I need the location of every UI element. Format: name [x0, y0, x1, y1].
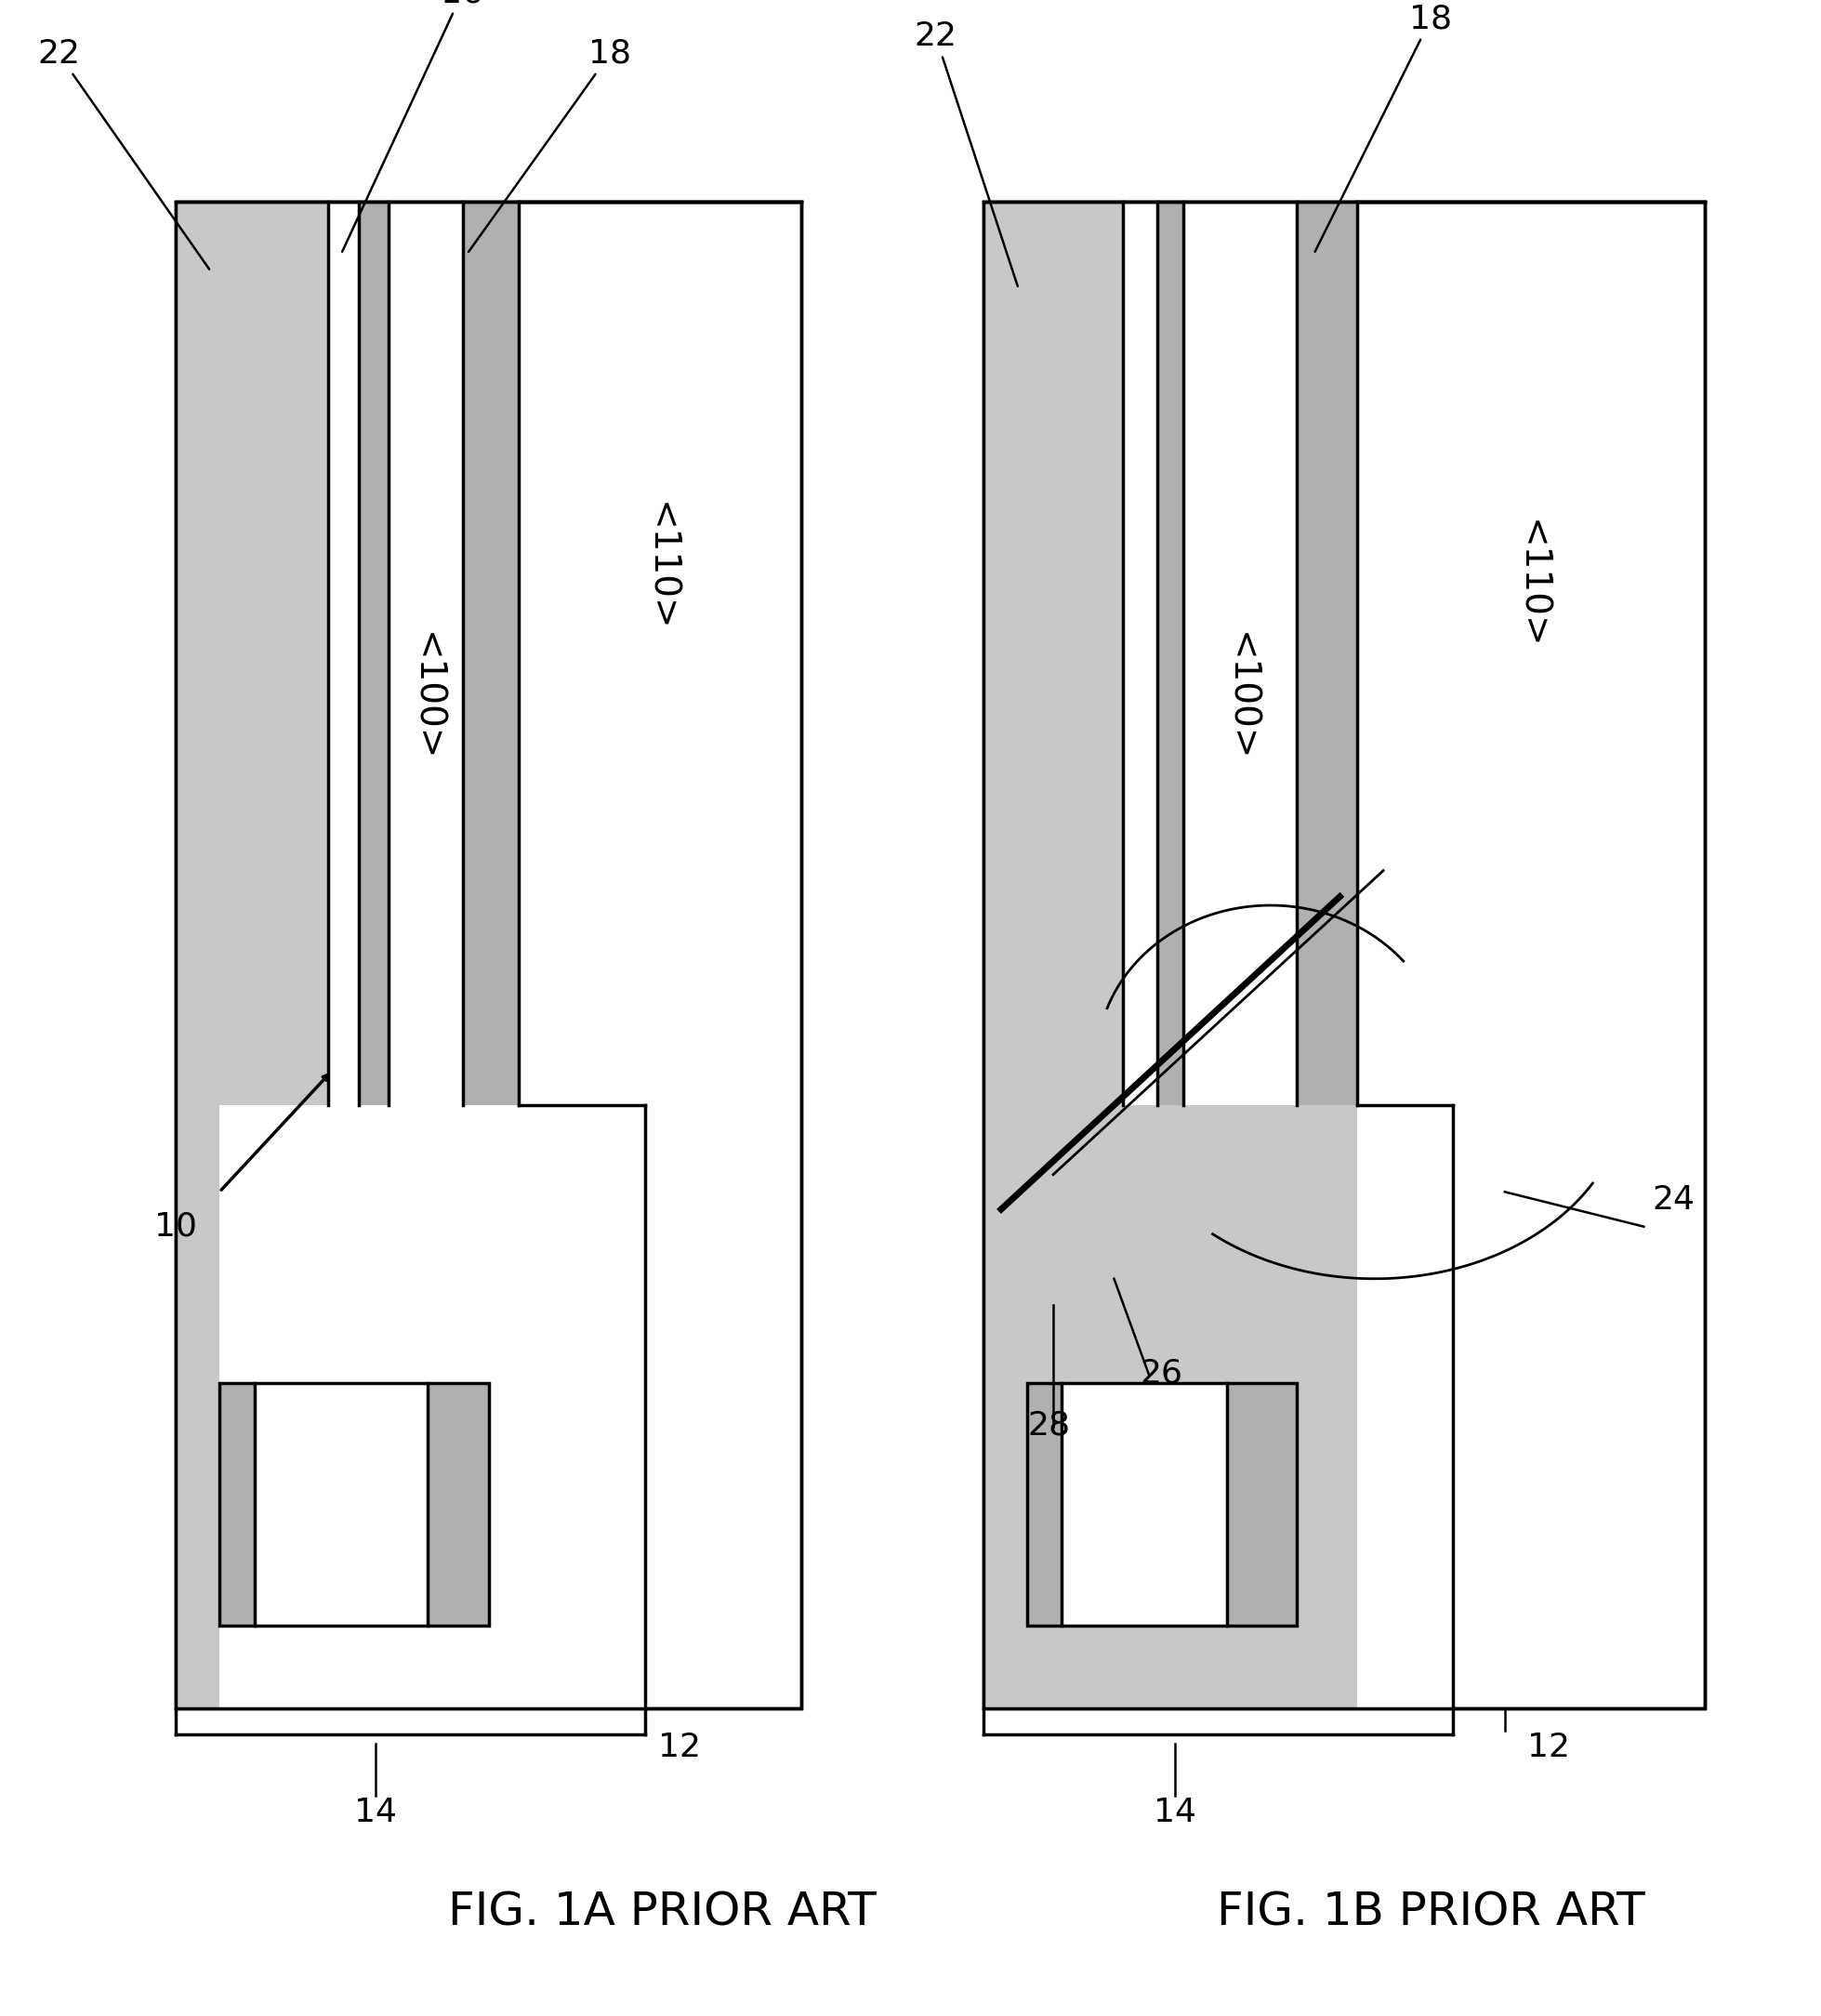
Text: 14: 14: [355, 1796, 397, 1829]
Text: 12: 12: [659, 1732, 701, 1762]
Bar: [1027, 1383, 1297, 1627]
Text: 24: 24: [1652, 1183, 1695, 1216]
Text: 16: 16: [342, 0, 484, 252]
Bar: [220, 1627, 328, 1710]
Text: FIG. 1A PRIOR ART: FIG. 1A PRIOR ART: [448, 1891, 876, 1935]
Bar: [255, 1383, 428, 1627]
Bar: [220, 1383, 488, 1627]
Text: <100>: <100>: [408, 633, 444, 762]
Bar: [983, 202, 1124, 1105]
Bar: [983, 202, 1704, 1710]
Bar: [1357, 1105, 1453, 1710]
Text: FIG. 1B PRIOR ART: FIG. 1B PRIOR ART: [1216, 1891, 1644, 1935]
Text: 22: 22: [914, 20, 1018, 286]
Text: 28: 28: [1027, 1409, 1071, 1441]
Text: 14: 14: [1153, 1796, 1196, 1829]
Text: 10: 10: [155, 1210, 197, 1242]
Bar: [177, 1105, 645, 1710]
Bar: [328, 202, 359, 1105]
Bar: [177, 202, 801, 1710]
Bar: [1158, 202, 1357, 1105]
Bar: [177, 202, 328, 1105]
Bar: [390, 202, 463, 1105]
Text: 18: 18: [1315, 4, 1451, 252]
Bar: [328, 1105, 645, 1710]
Bar: [177, 1105, 645, 1710]
Bar: [220, 1105, 328, 1383]
Bar: [983, 202, 1704, 1710]
Bar: [983, 1105, 1453, 1710]
Text: <100>: <100>: [1222, 633, 1258, 762]
Text: 26: 26: [1140, 1359, 1184, 1389]
Text: <110>: <110>: [643, 502, 677, 631]
Text: 12: 12: [1526, 1732, 1570, 1762]
Bar: [1124, 202, 1158, 1105]
Bar: [1062, 1383, 1227, 1627]
Bar: [1184, 202, 1297, 1105]
Text: 18: 18: [468, 38, 632, 252]
Bar: [359, 202, 519, 1105]
Bar: [1027, 1383, 1297, 1627]
Text: <110>: <110>: [1513, 520, 1548, 649]
Bar: [177, 202, 801, 1710]
Text: 22: 22: [36, 38, 209, 270]
Bar: [220, 1383, 488, 1627]
Bar: [519, 1105, 645, 1710]
